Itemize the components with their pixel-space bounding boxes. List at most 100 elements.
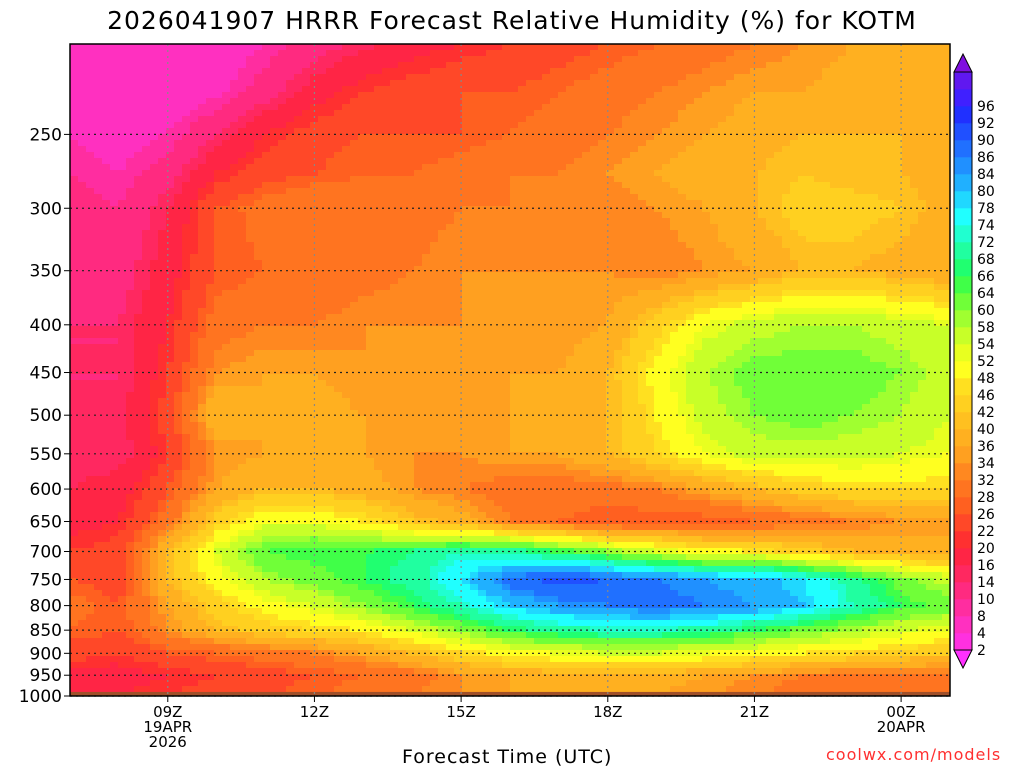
heatmap-cell	[582, 218, 591, 225]
heatmap-cell	[230, 158, 239, 165]
heatmap-cell	[94, 296, 103, 303]
heatmap-cell	[902, 110, 911, 117]
heatmap-cell	[790, 164, 799, 171]
heatmap-cell	[926, 218, 935, 225]
heatmap-cell	[70, 296, 79, 303]
heatmap-cell	[326, 284, 335, 291]
heatmap-cell	[230, 122, 239, 129]
heatmap-cell	[270, 152, 279, 159]
heatmap-cell	[214, 152, 223, 159]
heatmap-cell	[542, 140, 551, 147]
heatmap-cell	[854, 200, 863, 207]
heatmap-cell	[334, 284, 343, 291]
heatmap-cell	[870, 224, 879, 231]
heatmap-cell	[598, 248, 607, 255]
heatmap-cell	[926, 92, 935, 99]
heatmap-cell	[246, 68, 255, 75]
heatmap-cell	[558, 128, 567, 135]
heatmap-cell	[422, 314, 431, 321]
heatmap-cell	[662, 200, 671, 207]
heatmap-cell	[86, 122, 95, 129]
heatmap-cell	[486, 206, 495, 213]
heatmap-cell	[470, 224, 479, 231]
heatmap-cell	[878, 236, 887, 243]
heatmap-cell	[334, 206, 343, 213]
heatmap-cell	[886, 302, 895, 309]
heatmap-cell	[622, 224, 631, 231]
heatmap-cell	[254, 224, 263, 231]
heatmap-cell	[166, 218, 175, 225]
heatmap-cell	[542, 284, 551, 291]
heatmap-cell	[590, 128, 599, 135]
heatmap-cell	[182, 62, 191, 69]
heatmap-cell	[406, 104, 415, 111]
heatmap-cell	[254, 152, 263, 159]
heatmap-cell	[438, 176, 447, 183]
heatmap-cell	[454, 308, 463, 315]
heatmap-cell	[614, 86, 623, 93]
heatmap-cell	[286, 302, 295, 309]
heatmap-cell	[302, 176, 311, 183]
heatmap-cell	[782, 86, 791, 93]
heatmap-cell	[190, 224, 199, 231]
heatmap-cell	[334, 44, 343, 51]
heatmap-cell	[118, 134, 127, 141]
heatmap-cell	[286, 164, 295, 171]
heatmap-cell	[758, 290, 767, 297]
heatmap-cell	[126, 212, 135, 219]
heatmap-cell	[446, 194, 455, 201]
heatmap-cell	[502, 128, 511, 135]
heatmap-cell	[366, 188, 375, 195]
heatmap-cell	[622, 212, 631, 219]
heatmap-cell	[150, 44, 159, 51]
heatmap-cell	[446, 44, 455, 51]
heatmap-cell	[870, 278, 879, 285]
heatmap-cell	[542, 62, 551, 69]
heatmap-cell	[558, 164, 567, 171]
heatmap-cell	[358, 284, 367, 291]
heatmap-cell	[406, 164, 415, 171]
heatmap-cell	[510, 236, 519, 243]
heatmap-cell	[238, 80, 247, 87]
heatmap-cell	[134, 242, 143, 249]
heatmap-cell	[238, 92, 247, 99]
heatmap-cell	[358, 260, 367, 267]
heatmap-cell	[390, 314, 399, 321]
heatmap-cell	[166, 164, 175, 171]
heatmap-cell	[566, 284, 575, 291]
heatmap-cell	[854, 170, 863, 177]
heatmap-cell	[230, 86, 239, 93]
heatmap-cell	[78, 224, 87, 231]
heatmap-cell	[182, 44, 191, 51]
heatmap-cell	[630, 242, 639, 249]
heatmap-cell	[342, 56, 351, 63]
heatmap-cell	[870, 218, 879, 225]
heatmap-cell	[478, 80, 487, 87]
heatmap-cell	[718, 212, 727, 219]
heatmap-cell	[510, 80, 519, 87]
heatmap-cell	[422, 86, 431, 93]
heatmap-cell	[262, 206, 271, 213]
heatmap-cell	[350, 158, 359, 165]
heatmap-cell	[518, 260, 527, 267]
heatmap-cell	[854, 194, 863, 201]
heatmap-cell	[446, 224, 455, 231]
heatmap-cell	[270, 164, 279, 171]
heatmap-cell	[430, 50, 439, 57]
heatmap-cell	[430, 290, 439, 297]
heatmap-cell	[694, 56, 703, 63]
heatmap-cell	[294, 236, 303, 243]
heatmap-cell	[374, 68, 383, 75]
heatmap-cell	[486, 224, 495, 231]
heatmap-cell	[190, 248, 199, 255]
heatmap-cell	[302, 206, 311, 213]
heatmap-cell	[518, 164, 527, 171]
heatmap-cell	[710, 290, 719, 297]
heatmap-cell	[358, 290, 367, 297]
heatmap-cell	[734, 272, 743, 279]
heatmap-cell	[174, 212, 183, 219]
heatmap-cell	[150, 134, 159, 141]
heatmap-cell	[750, 86, 759, 93]
heatmap-cell	[910, 116, 919, 123]
heatmap-cell	[870, 182, 879, 189]
